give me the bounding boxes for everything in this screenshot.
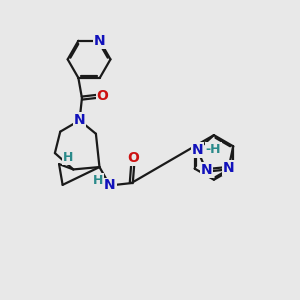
Text: N: N	[104, 178, 116, 193]
Text: H: H	[93, 174, 103, 187]
Text: N: N	[201, 164, 212, 177]
Text: N: N	[223, 161, 234, 175]
Text: -H: -H	[206, 143, 221, 156]
Text: H: H	[63, 151, 73, 164]
Text: N: N	[94, 34, 106, 48]
Text: N: N	[74, 113, 85, 128]
Text: O: O	[97, 89, 108, 103]
Text: N: N	[191, 143, 203, 157]
Text: O: O	[127, 152, 139, 165]
